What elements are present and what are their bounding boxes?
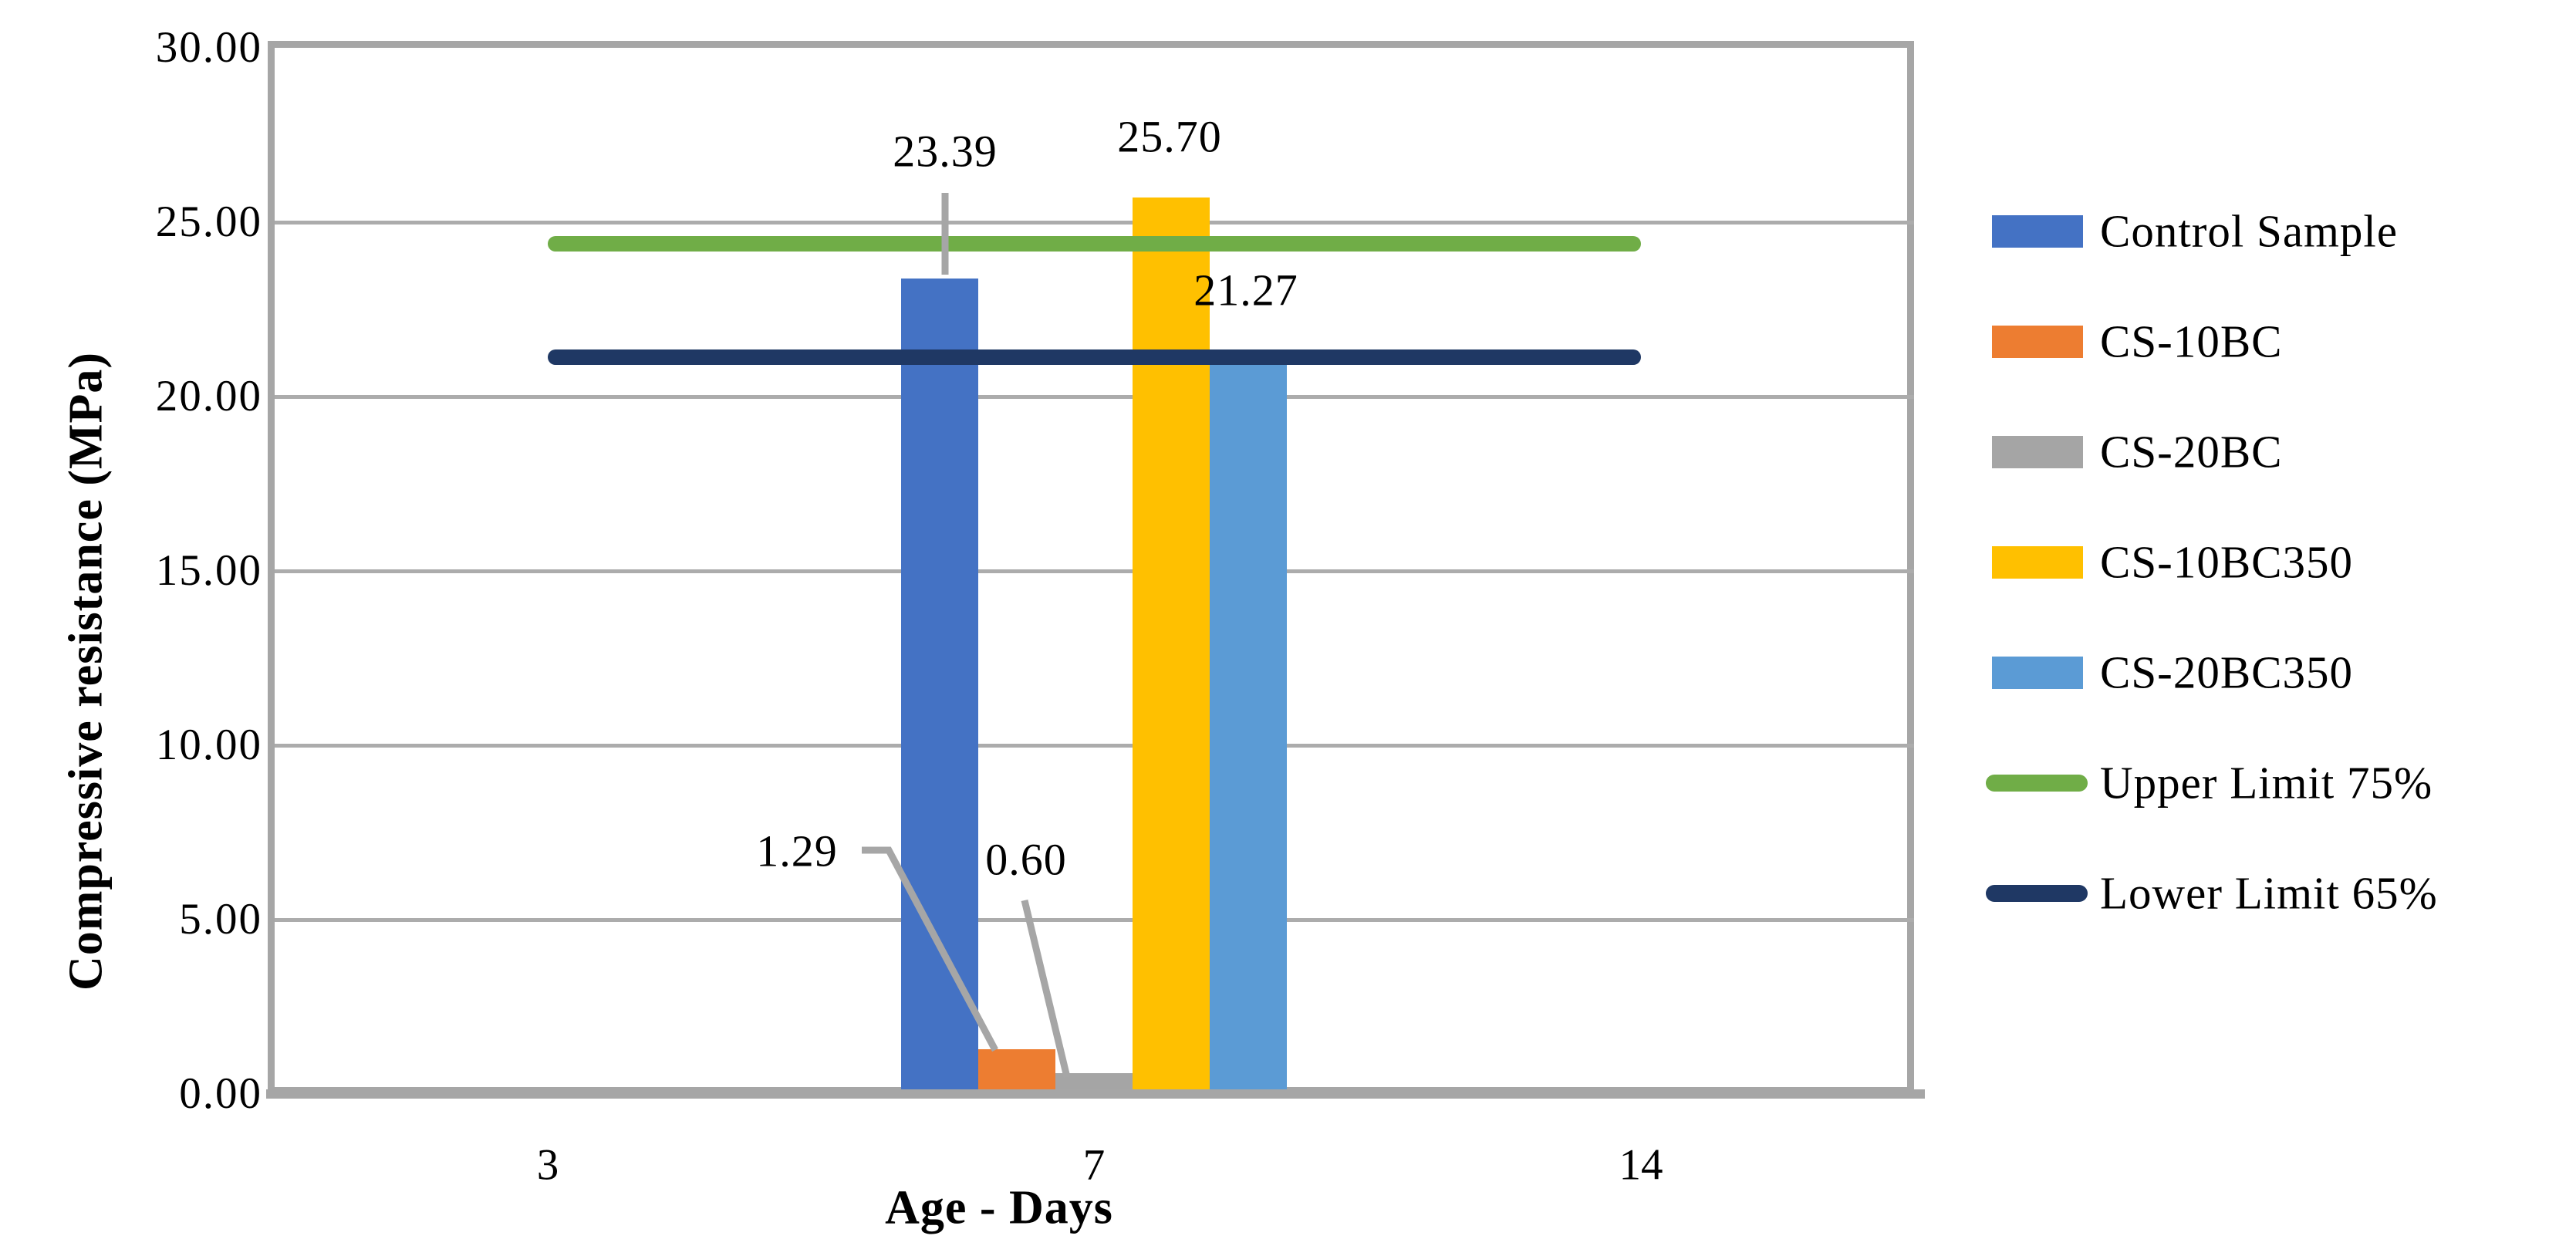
y-axis-title: Compressive resistance (MPa) [59,351,113,991]
x-tick-label-14: 14 [1619,1140,1663,1190]
legend-label-cs-20bc350: CS-20BC350 [2100,647,2354,698]
legend-swatch-cs-10bc350 [1992,546,2083,579]
limit-line-lower-limit-65 [548,349,1641,365]
y-tick-label-10.00: 10.00 [155,721,262,769]
y-tick-label-20.00: 20.00 [155,372,262,420]
legend-label-cs-10bc: CS-10BC [2100,316,2283,367]
legend-swatch-control-sample [1992,215,2083,248]
x-axis-line [266,1089,1925,1099]
gridline-15 [275,569,1914,573]
gridline-10 [275,744,1914,748]
bar-cs-10bc350 [1133,198,1210,1096]
bar-cs-20bc350 [1210,352,1287,1096]
y-tick-label-15.00: 15.00 [155,546,262,595]
x-tick-label-7: 7 [1082,1140,1106,1190]
y-tick-label-25.00: 25.00 [155,198,262,246]
legend-swatch-lower-limit-65 [1986,885,2088,902]
legend-swatch-cs-20bc350 [1992,657,2083,689]
bar-cs-10bc [978,1048,1055,1096]
bar-control-sample [901,278,978,1096]
legend-label-cs-10bc350: CS-10BC350 [2100,536,2354,588]
gridline-20 [275,395,1914,399]
legend-label-cs-20bc: CS-20BC [2100,426,2283,478]
data-label-cs-20bc: 0.60 [985,834,1067,885]
data-label-control-sample: 23.39 [893,126,998,177]
data-label-cs-20bc350: 21.27 [1193,265,1298,316]
data-label-cs-10bc: 1.29 [756,826,838,876]
limit-line-upper-limit-75 [548,236,1641,252]
legend-label-lower-limit-65: Lower Limit 65% [2100,867,2438,919]
x-axis-title: Age - Days [885,1181,1113,1234]
legend-swatch-cs-20bc [1992,436,2083,468]
plot-area-border [268,41,1914,1094]
x-tick-label-3: 3 [536,1140,559,1190]
y-tick-label-5.00: 5.00 [179,895,262,944]
legend-swatch-upper-limit-75 [1986,775,2088,792]
legend-label-control-sample: Control Sample [2100,205,2399,257]
gridline-25 [275,221,1914,225]
data-label-cs-10bc350: 25.70 [1117,111,1222,162]
y-tick-label-0.00: 0.00 [179,1069,262,1118]
legend-label-upper-limit-75: Upper Limit 75% [2100,757,2433,809]
legend-swatch-cs-10bc [1992,326,2083,358]
y-tick-label-30.00: 30.00 [155,23,262,72]
gridline-5 [275,918,1914,922]
